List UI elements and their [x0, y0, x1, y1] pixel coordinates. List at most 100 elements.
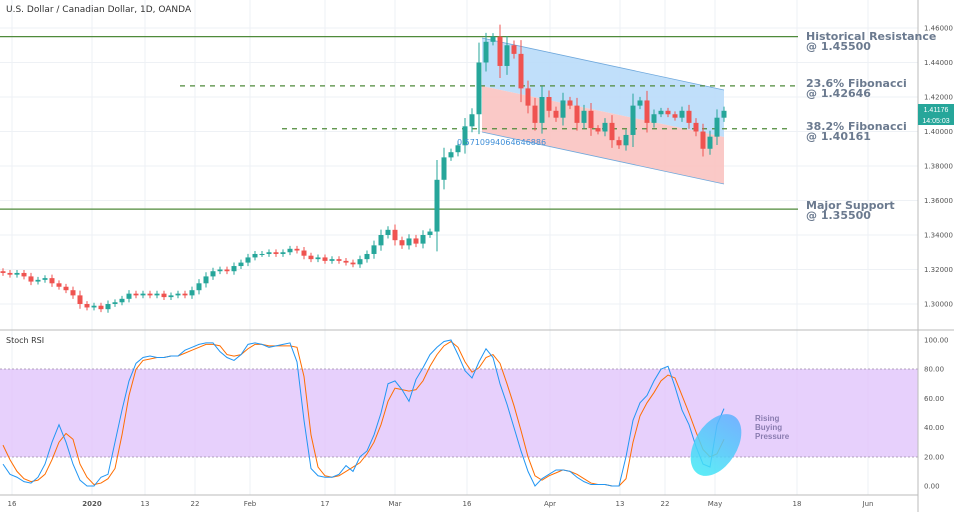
price-tick: 1.44000 — [924, 59, 953, 67]
candle-body — [105, 304, 111, 310]
resistance-label-1: Historical Resistance — [806, 30, 936, 43]
candle-body — [455, 145, 461, 153]
candle-body — [364, 253, 370, 260]
candle-body — [28, 276, 34, 282]
rsi-k-line — [2, 339, 725, 487]
candle-body — [168, 295, 174, 298]
candle-body — [672, 114, 678, 118]
candle-body — [707, 136, 713, 149]
candle-body — [560, 100, 566, 118]
candle-body — [721, 110, 727, 118]
time-tick: 13 — [616, 500, 625, 508]
candle-body — [231, 266, 237, 272]
countdown: 14:05:03 — [922, 118, 949, 125]
candle-body — [119, 298, 125, 303]
price-tick: 1.34000 — [924, 232, 953, 240]
support-label-2: @ 1.35500 — [806, 209, 871, 222]
candle-body — [392, 229, 398, 241]
price-tick: 1.40000 — [924, 128, 953, 136]
current-price-badge — [918, 104, 954, 115]
rsi-tick: 80.00 — [924, 366, 944, 374]
time-tick: 13 — [141, 500, 150, 508]
candle-body — [434, 179, 440, 232]
candles — [0, 24, 727, 313]
rsi-tick: 20.00 — [924, 453, 944, 461]
candle-body — [427, 231, 433, 235]
candle-body — [140, 293, 146, 296]
candle-body — [266, 252, 272, 254]
candle-body — [644, 100, 650, 123]
time-tick: 22 — [661, 500, 670, 508]
candle-body — [469, 114, 475, 127]
time-tick: 2020 — [82, 500, 102, 508]
candle-body — [245, 257, 251, 263]
candle-body — [448, 152, 454, 158]
countdown-badge — [918, 115, 954, 125]
time-tick: Feb — [244, 500, 257, 508]
candle-body — [665, 110, 671, 115]
candle-body — [378, 235, 384, 246]
candle-body — [595, 128, 601, 132]
rsi-axis[interactable]: 100.00 80.00 60.00 40.00 20.00 0.00 — [924, 337, 949, 491]
candle-body — [504, 45, 510, 66]
candle-body — [280, 252, 286, 254]
candle-body — [406, 238, 412, 246]
candle-body — [0, 271, 6, 273]
time-tick: 16 — [8, 500, 17, 508]
price-tick: 1.46000 — [924, 25, 953, 33]
candle-body — [287, 248, 293, 253]
candle-body — [91, 305, 97, 308]
candle-body — [161, 293, 167, 298]
candle-body — [252, 253, 258, 258]
time-tick: 16 — [463, 500, 472, 508]
candle-body — [483, 41, 489, 63]
time-axis[interactable]: 16 2020 13 22 Feb 17 Mar 16 Apr 13 22 May 18 Jun — [8, 500, 874, 508]
candle-body — [63, 286, 69, 291]
price-tick: 1.30000 — [924, 301, 953, 309]
candle-body — [308, 255, 314, 260]
candle-body — [329, 259, 335, 261]
candle-body — [623, 134, 629, 146]
candle-body — [511, 45, 517, 54]
candle-body — [126, 293, 132, 299]
price-tick: 1.36000 — [924, 197, 953, 205]
time-tick: 18 — [793, 500, 802, 508]
rsi-note-2: Buying — [755, 423, 782, 432]
time-tick: 22 — [191, 500, 200, 508]
candle-body — [567, 100, 573, 106]
candle-body — [147, 293, 153, 296]
candle-body — [7, 272, 13, 275]
candle-body — [497, 36, 503, 66]
candle-body — [133, 293, 139, 296]
channel-label: 0.5710994064646886 — [457, 138, 546, 147]
candle-body — [224, 269, 230, 272]
candle-body — [35, 279, 41, 282]
rsi-tick: 60.00 — [924, 395, 944, 403]
time-tick: 17 — [321, 500, 330, 508]
candle-body — [77, 295, 83, 304]
rsi-title: Stoch RSI — [6, 336, 44, 345]
chart-title: U.S. Dollar / Canadian Dollar, 1D, OANDA — [6, 5, 192, 15]
candle-body — [539, 97, 545, 123]
candle-body — [651, 114, 657, 123]
rsi-note-1: Rising — [755, 414, 780, 423]
candle-body — [413, 238, 419, 244]
candle-body — [42, 278, 48, 280]
candle-body — [574, 105, 580, 123]
candle-body — [154, 293, 160, 296]
current-price: 1.41176 — [924, 107, 949, 114]
candle-body — [553, 110, 559, 118]
resistance-label-2: @ 1.45500 — [806, 40, 871, 53]
candle-body — [630, 105, 636, 135]
candle-body — [476, 62, 482, 115]
candle-body — [21, 272, 27, 277]
candle-body — [693, 122, 699, 132]
price-axis[interactable]: 1.46000 1.44000 1.42000 1.40000 1.38000 1.360… — [924, 25, 953, 309]
candle-body — [175, 293, 181, 296]
candle-body — [217, 269, 223, 272]
candle-body — [525, 88, 531, 106]
candle-body — [322, 257, 328, 261]
candle-body — [679, 110, 685, 118]
candle-body — [210, 271, 216, 277]
